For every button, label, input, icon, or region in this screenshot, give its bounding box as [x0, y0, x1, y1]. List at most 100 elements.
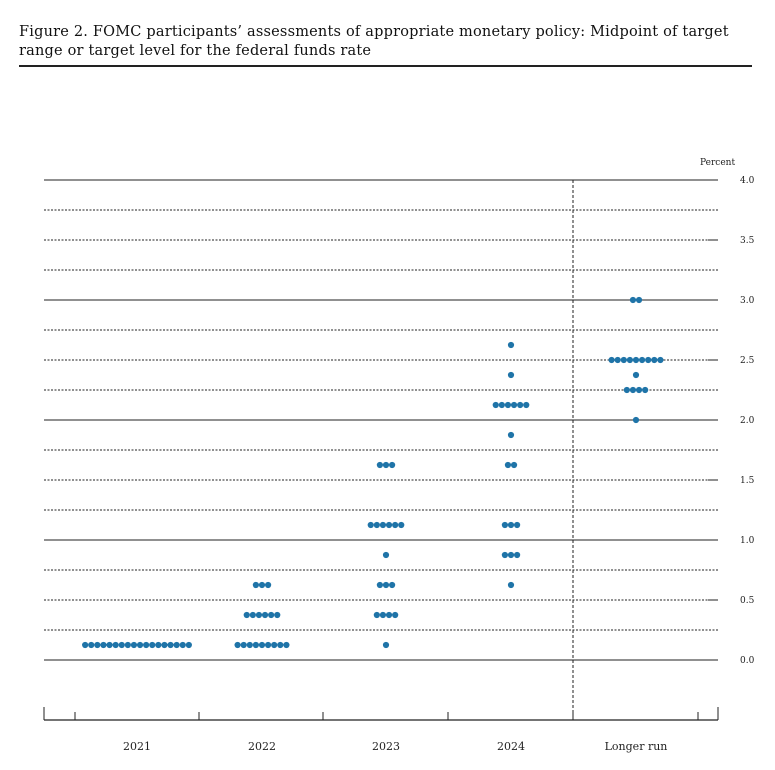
participant-dot: [389, 581, 396, 589]
participant-dot: [124, 641, 131, 649]
participant-dot: [498, 401, 505, 409]
y-tick-label: 0.5: [740, 596, 755, 606]
y-tick-label: 3.5: [740, 236, 755, 246]
participant-dot: [379, 611, 387, 619]
participant-dot: [88, 641, 95, 649]
y-tick-label: 1.5: [740, 476, 755, 486]
participant-dot: [376, 461, 383, 469]
participant-dot: [501, 551, 508, 559]
participant-dot: [283, 641, 290, 649]
participant-dot: [243, 611, 250, 619]
participant-dot: [632, 416, 640, 424]
participant-dot: [373, 521, 380, 529]
participant-dot: [274, 611, 281, 619]
title-rule: [19, 65, 752, 67]
participant-dot: [265, 641, 272, 649]
participant-dot: [642, 386, 649, 394]
participant-dot: [389, 461, 396, 469]
participant-dot: [629, 296, 637, 304]
x-category-label: 2023: [372, 740, 400, 753]
participant-dot: [632, 356, 640, 364]
participant-dot: [258, 581, 266, 589]
participant-dot: [398, 521, 405, 529]
participant-dot: [255, 611, 263, 619]
participant-dot: [252, 581, 259, 589]
participant-dot: [173, 641, 180, 649]
participant-dot: [632, 371, 640, 379]
participant-dot: [608, 356, 615, 364]
participant-dot: [271, 641, 278, 649]
participant-dot: [501, 521, 508, 529]
participant-dot: [379, 521, 387, 529]
participant-dot: [504, 461, 512, 469]
participant-dot: [382, 551, 390, 559]
participant-dot: [261, 611, 269, 619]
participant-dot: [100, 641, 107, 649]
participant-dot: [385, 611, 393, 619]
participant-dot: [240, 641, 247, 649]
participant-dot: [651, 356, 658, 364]
participant-dot: [392, 611, 399, 619]
gridlines: [44, 179, 718, 720]
participant-dot: [376, 581, 383, 589]
y-tick-labels: 0.0 0.5 1.0 1.5 2.0 2.5 3.0 3.5 4.0: [740, 176, 755, 666]
x-category-label: 2021: [123, 740, 151, 753]
participant-dot: [185, 641, 192, 649]
participant-dot: [507, 551, 515, 559]
participant-dot: [112, 641, 119, 649]
y-tick-label: 1.0: [740, 536, 755, 546]
participant-dot: [149, 641, 156, 649]
participant-dot: [507, 431, 515, 439]
participant-dot: [385, 521, 393, 529]
participant-dot: [507, 521, 515, 529]
participant-dot: [635, 296, 643, 304]
participant-dot: [130, 641, 138, 649]
participant-dot: [265, 581, 272, 589]
participant-dot: [645, 356, 652, 364]
participant-dot: [161, 641, 168, 649]
participant-dot: [246, 641, 253, 649]
participant-dot: [118, 641, 125, 649]
participant-dot: [507, 581, 515, 589]
participant-dot: [629, 386, 637, 394]
x-category-label: 2024: [497, 740, 525, 753]
participant-dot: [179, 641, 186, 649]
participant-dot: [392, 521, 399, 529]
y-tick-label: 0.0: [740, 656, 755, 666]
participant-dot: [623, 386, 630, 394]
participant-dot: [143, 641, 150, 649]
y-tick-label: 2.0: [740, 416, 755, 426]
y-tick-label: 4.0: [740, 176, 755, 186]
participant-dot: [167, 641, 174, 649]
y-tick-label: 3.0: [740, 296, 755, 306]
x-category-labels: 2021 2022 2023 2024 Longer run: [123, 740, 667, 753]
participant-dot: [614, 356, 621, 364]
participant-dot: [268, 611, 275, 619]
participant-dot: [635, 386, 643, 394]
x-category-label: Longer run: [605, 740, 668, 753]
participant-dot: [382, 581, 390, 589]
participant-dot: [510, 401, 518, 409]
participant-dot: [504, 401, 512, 409]
participant-dot: [94, 641, 101, 649]
participant-dot: [82, 641, 89, 649]
participant-dot: [657, 356, 664, 364]
participant-dot: [136, 641, 144, 649]
participant-dot: [382, 641, 390, 649]
dots-layer: [82, 296, 664, 649]
participant-dot: [510, 461, 518, 469]
participant-dot: [514, 521, 521, 529]
participant-dot: [249, 611, 256, 619]
participant-dot: [620, 356, 627, 364]
participant-dot: [155, 641, 162, 649]
participant-dot: [367, 521, 374, 529]
participant-dot: [234, 641, 241, 649]
x-category-label: 2022: [248, 740, 276, 753]
y-axis-unit-label: Percent: [700, 158, 735, 168]
participant-dot: [523, 401, 530, 409]
participant-dot: [277, 641, 284, 649]
participant-dot: [492, 401, 499, 409]
participant-dot: [517, 401, 524, 409]
participant-dot: [507, 371, 515, 379]
